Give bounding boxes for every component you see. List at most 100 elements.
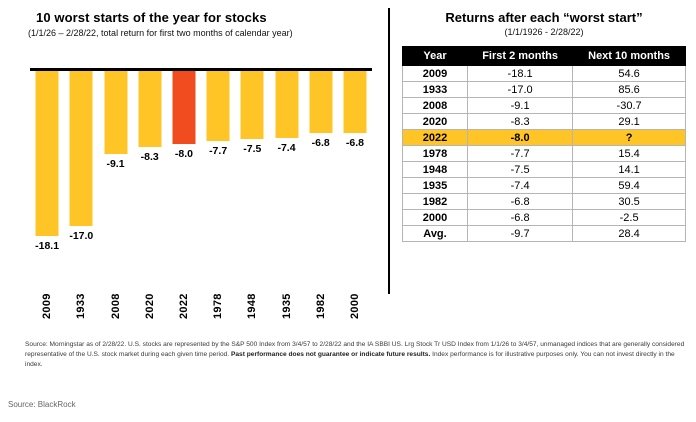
table-title: Returns after each “worst start” [445,10,643,25]
bar-1948 [240,71,264,139]
cell-first: -9.1 [466,97,574,114]
year-text: 1933 [75,293,88,319]
cell-first: -18.1 [466,65,574,82]
worst-starts-chart-panel: 10 worst starts of the year for stocks (… [12,10,384,323]
bar-value-label: -6.8 [345,137,364,149]
cell-first: -7.4 [466,177,574,194]
cell-first: -8.0 [466,129,574,146]
disclaimer-footnote: Source: Morningstar as of 2/28/22. U.S. … [25,340,689,371]
table-row-2000: 2000 -6.8 -2.5 [402,209,686,226]
year-text: 2020 [143,293,156,319]
x-axis-year-label: 2008 [98,267,132,319]
bar-value-label: -7.7 [209,145,228,157]
cell-next: 30.5 [572,193,686,210]
cell-first: -17.0 [466,81,574,98]
cell-next: -30.7 [572,97,686,114]
cell-next: 15.4 [572,145,686,162]
cell-year: 2000 [402,209,468,226]
cell-next: 14.1 [572,161,686,178]
table-row-1982: 1982 -6.8 30.5 [402,193,686,210]
bar-column-1933: -17.0 1933 [64,71,98,323]
bar-value-label: -17.0 [69,230,94,242]
bar-2008 [104,71,127,154]
year-text: 2009 [41,293,54,319]
bar-column-1978: -7.7 1978 [201,71,235,323]
cell-next: 29.1 [572,113,686,130]
year-text: 1948 [246,293,259,319]
panel-divider [388,8,390,294]
cell-first: -7.7 [466,145,574,162]
cell-year: Avg. [402,225,468,242]
cell-next: 28.4 [572,225,686,242]
table-row-1978: 1978 -7.7 15.4 [402,145,686,162]
bar-value-label: -7.4 [277,142,296,154]
bar-column-1935: -7.4 1935 [269,71,303,323]
year-text: 1978 [212,293,225,319]
table-subtitle: (1/1/1926 - 2/28/22) [504,27,584,37]
bar-1982 [309,71,333,133]
footnote-bold-text: Past performance does not guarantee or i… [230,351,431,359]
x-axis-year-label: 2009 [30,267,64,319]
bar-column-2022: -8.0 2022 [167,71,201,323]
cell-year: 2008 [402,97,468,114]
bar-1933 [69,71,93,226]
cell-year: 1935 [402,177,468,194]
bar-column-2020: -8.3 2020 [133,71,167,323]
returns-table-panel: Returns after each “worst start” (1/1/19… [402,10,686,242]
x-axis-year-label: 1948 [235,267,269,319]
cell-year: 1982 [402,193,468,210]
x-axis-year-label: 2020 [133,267,167,319]
bar-1935 [275,71,299,138]
table-row-1933: 1933 -17.0 85.6 [402,81,686,98]
bar-2022 [172,71,196,144]
bar-2000 [343,71,367,133]
bar-2020 [138,71,162,147]
x-axis-year-label: 2022 [167,267,201,319]
table-row-1935: 1935 -7.4 59.4 [402,177,686,194]
table-row-2020: 2020 -8.3 29.1 [402,113,686,130]
bar-1978 [206,71,230,141]
bar-value-label: -7.5 [243,143,262,155]
x-axis-year-label: 1935 [269,267,303,319]
bar-column-2009: -18.1 2009 [30,71,64,323]
x-axis-year-label: 1933 [64,267,98,319]
bar-value-label: -9.1 [106,158,125,170]
x-axis-year-label: 1978 [201,267,235,319]
cell-next: ? [572,129,686,146]
cell-first: -6.8 [466,209,574,226]
year-text: 1935 [280,293,293,319]
bar-value-label: -6.8 [311,137,330,149]
cell-year: 1948 [402,161,468,178]
bar-chart-plot: -18.1 2009 -17.0 1933 -9.1 2008 -8.3 2020 -8.0 20… [30,68,372,323]
cell-first: -9.7 [466,225,574,242]
table-row-avg: Avg. -9.7 28.4 [402,225,686,242]
cell-year: 1978 [402,145,468,162]
cell-next: 54.6 [572,65,686,82]
table-row-1948: 1948 -7.5 14.1 [402,161,686,178]
bar-value-label: -8.3 [140,151,159,163]
year-text: 2000 [348,293,361,319]
returns-table: Year First 2 months Next 10 months 2009 -18… [402,46,686,242]
bar-column-2008: -9.1 2008 [98,71,132,323]
table-row-2008: 2008 -9.1 -30.7 [402,97,686,114]
year-text: 1982 [314,293,327,319]
cell-next: 85.6 [572,81,686,98]
cell-next: -2.5 [572,209,686,226]
table-row-2009: 2009 -18.1 54.6 [402,65,686,82]
bar-value-label: -18.1 [35,240,60,252]
cell-year: 2009 [402,65,468,82]
bar-column-2000: -6.8 2000 [338,71,372,323]
x-axis-year-label: 1982 [304,267,338,319]
chart-subtitle: (1/1/26 – 2/28/22, total return for firs… [28,28,293,38]
column-header: Next 10 months [572,46,686,66]
cell-first: -6.8 [466,193,574,210]
x-axis-year-label: 2000 [338,267,372,319]
column-header: Year [402,46,468,66]
table-row-2022: 2022 -8.0? [402,129,686,146]
chart-title: 10 worst starts of the year for stocks [36,10,267,25]
bar-column-1982: -6.8 1982 [304,71,338,323]
table-header-row: Year First 2 months Next 10 months [402,46,686,66]
cell-next: 59.4 [572,177,686,194]
year-text: 2022 [177,293,190,319]
cell-year: 1933 [402,81,468,98]
